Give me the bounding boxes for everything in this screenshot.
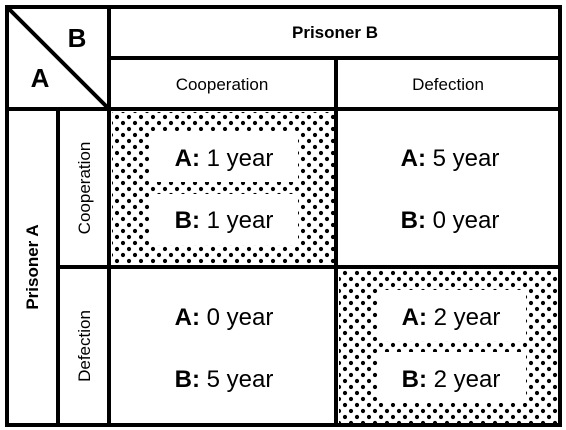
- column-header-defection: Defection: [412, 75, 484, 94]
- cell-cc-a-payoff: A: 1 year: [175, 145, 274, 172]
- highlight-cooperation-cooperation: [112, 112, 334, 264]
- corner-diagonal: [5, 5, 111, 111]
- corner-label-a: A: [31, 63, 50, 93]
- cell-dc-b-payoff: B: 5 year: [175, 366, 274, 393]
- column-player-label: Prisoner B: [292, 23, 378, 42]
- row-player-label: Prisoner A: [23, 224, 42, 309]
- cell-cd-b-payoff: B: 0 year: [401, 207, 500, 234]
- row-header-defection: Defection: [75, 310, 94, 382]
- cell-cd-a-payoff: A: 5 year: [401, 145, 500, 172]
- highlight-defection-defection: [339, 270, 562, 425]
- corner-label-b: B: [68, 23, 87, 53]
- grid: [5, 5, 562, 427]
- cell-cc-b-payoff: B: 1 year: [175, 207, 274, 234]
- cell-dd-a-payoff: A: 2 year: [402, 304, 501, 331]
- cell-dc-a-payoff: A: 0 year: [175, 304, 274, 331]
- cell-dd-b-payoff: B: 2 year: [402, 366, 501, 393]
- row-header-cooperation: Cooperation: [75, 142, 94, 235]
- column-header-cooperation: Cooperation: [176, 75, 269, 94]
